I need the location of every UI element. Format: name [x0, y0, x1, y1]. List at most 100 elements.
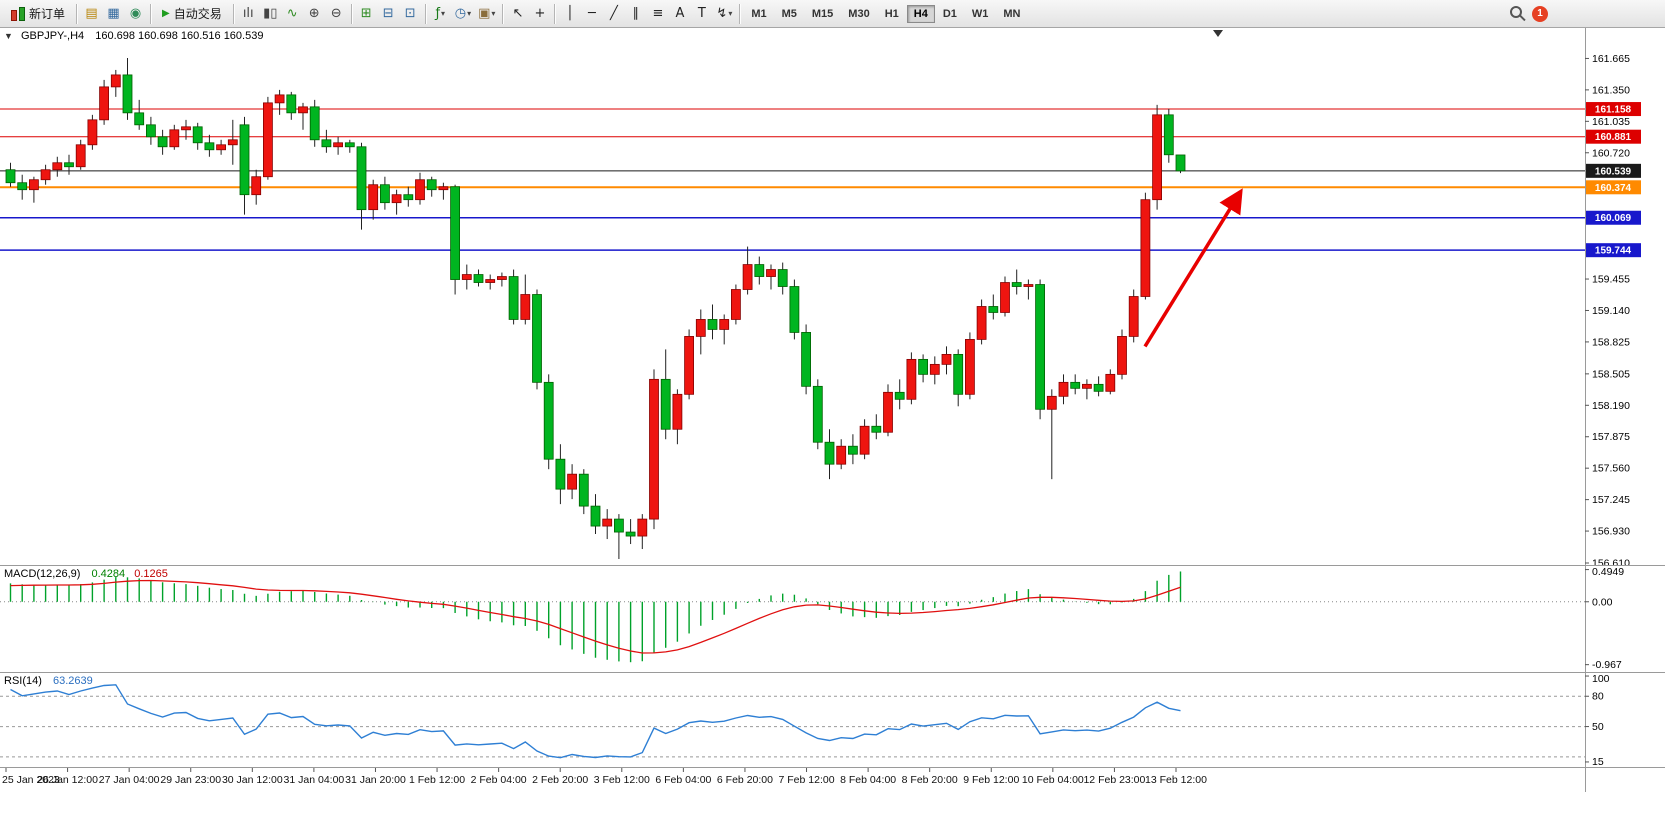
svg-text:50: 50 [1592, 721, 1604, 733]
timeframe-w1-button[interactable]: W1 [965, 5, 996, 23]
arrange-group: ⊞ ⊟ ⊡ [356, 3, 421, 25]
chart-ohlc-values: 160.698 160.698 160.516 160.539 [95, 30, 264, 42]
notification-badge[interactable]: 1 [1532, 5, 1548, 22]
bar-chart-icon: ılı [242, 6, 254, 21]
toolbar: 新订单 ▤ ▦ ◉ ▶ 自动交易 ılı ▮▯ ∿ ⊕ ⊖ ⊞ ⊟ ⊡ ƒ ▾ ◷ ▾ ▣ ▾ ↖ + │… [0, 0, 1665, 28]
svg-text:29 Jan 23:00: 29 Jan 23:00 [160, 774, 221, 786]
main-chart[interactable]: ▼ GBPJPY-,H4 160.698 160.698 160.516 160… [0, 28, 1665, 566]
svg-text:160.069: 160.069 [1595, 213, 1632, 224]
candlestick-plot[interactable]: 161.665 161.350 161.035 160.720 159.455 159.1… [0, 28, 1665, 565]
zoom-in-button[interactable]: ⊕ [304, 3, 325, 25]
channel-icon: ∥ [632, 6, 640, 21]
svg-text:158.505: 158.505 [1592, 368, 1630, 380]
dropdown-caret-icon: ▾ [441, 8, 446, 18]
arrange-windows-button[interactable]: ⊡ [400, 3, 421, 25]
macd-signal-value: 0.1265 [134, 568, 168, 580]
label-icon: T [697, 6, 706, 21]
crosshair-button[interactable]: + [529, 3, 550, 25]
zoom-in-icon: ⊕ [308, 6, 320, 21]
svg-text:26 Jan 12:00: 26 Jan 12:00 [37, 774, 98, 786]
timeframe-mn-button[interactable]: MN [996, 5, 1027, 23]
horizontal-line-button[interactable]: ─ [581, 3, 602, 25]
chart-window: ▼ GBPJPY-,H4 160.698 160.698 160.516 160… [0, 28, 1665, 792]
svg-text:30 Jan 12:00: 30 Jan 12:00 [222, 774, 283, 786]
periods-button[interactable]: ◷ ▾ [452, 3, 474, 25]
candlestick-chart-button[interactable]: ▮▯ [260, 3, 281, 25]
timeframe-m1-button[interactable]: M1 [744, 5, 773, 23]
fibonacci-icon: ≡ [652, 6, 664, 21]
svg-text:31 Jan 04:00: 31 Jan 04:00 [284, 774, 345, 786]
time-scale[interactable]: 25 Jan 2023 26 Jan 12:00 27 Jan 04:00 29 Ja… [0, 768, 1665, 792]
svg-text:25 Jan 2023: 25 Jan 2023 [2, 774, 60, 786]
svg-text:159.744: 159.744 [1595, 246, 1632, 257]
autotrading-button[interactable]: ▶ 自动交易 [155, 2, 229, 25]
new-order-button[interactable]: 新订单 [4, 2, 72, 25]
dropdown-caret-icon: ▾ [467, 8, 472, 18]
cascade-windows-button[interactable]: ⊟ [378, 3, 399, 25]
svg-text:159.140: 159.140 [1592, 305, 1630, 317]
zoom-out-button[interactable]: ⊖ [326, 3, 347, 25]
rsi-plot[interactable]: 100 80 50 15 [0, 673, 1665, 767]
templates-button[interactable]: ▣ ▾ [475, 3, 498, 25]
trendline-button[interactable]: ╱ [603, 3, 624, 25]
window-toggles-group: ▤ ▦ ◉ [81, 3, 146, 25]
data-window-button[interactable]: ▦ [103, 3, 124, 25]
svg-text:156.930: 156.930 [1592, 526, 1630, 538]
new-order-icon [11, 6, 25, 21]
svg-text:0.00: 0.00 [1592, 596, 1613, 608]
market-watch-icon: ▤ [85, 6, 98, 21]
macd-panel[interactable]: MACD(12,26,9) 0.4284 0.1265 0.4949 0.00 -0… [0, 566, 1665, 673]
timeframe-m30-button[interactable]: M30 [841, 5, 876, 23]
timeframe-m5-button[interactable]: M5 [775, 5, 804, 23]
one-click-trading-icon[interactable]: ▼ [4, 31, 13, 41]
price-scale[interactable] [1585, 28, 1665, 765]
fibonacci-button[interactable]: ≡ [647, 3, 668, 25]
timeframe-h4-button[interactable]: H4 [906, 4, 935, 23]
tile-windows-button[interactable]: ⊞ [356, 3, 377, 25]
new-order-label: 新订单 [29, 7, 66, 21]
line-chart-button[interactable]: ∿ [282, 3, 303, 25]
svg-text:10 Feb 04:00: 10 Feb 04:00 [1022, 774, 1084, 786]
navigator-button[interactable]: ◉ [125, 3, 146, 25]
cursor-button[interactable]: ↖ [507, 3, 528, 25]
svg-text:-0.967: -0.967 [1592, 659, 1622, 671]
timeframe-d1-button[interactable]: D1 [936, 5, 964, 23]
rsi-panel[interactable]: RSI(14) 63.2639 100 80 50 15 [0, 673, 1665, 768]
toolbar-separator [502, 3, 504, 24]
arrows-button[interactable]: ↯ ▾ [713, 3, 735, 25]
text-button[interactable]: A [669, 3, 690, 25]
rsi-value: 63.2639 [52, 675, 93, 687]
add-indicator-button[interactable]: ƒ ▾ [430, 3, 451, 25]
svg-text:8 Feb 20:00: 8 Feb 20:00 [902, 774, 958, 786]
svg-text:157.560: 157.560 [1592, 463, 1630, 475]
timeframe-m15-button[interactable]: M15 [805, 5, 840, 23]
bar-chart-button[interactable]: ılı [238, 3, 259, 25]
svg-text:158.190: 158.190 [1592, 400, 1630, 412]
svg-text:8 Feb 04:00: 8 Feb 04:00 [840, 774, 896, 786]
macd-label: MACD(12,26,9) [4, 568, 81, 580]
search-icon[interactable] [1510, 6, 1525, 21]
arrange-windows-icon: ⊡ [404, 6, 416, 21]
trendline-icon: ╱ [609, 6, 618, 21]
add-indicator-icon: ƒ [435, 6, 441, 21]
svg-text:31 Jan 20:00: 31 Jan 20:00 [345, 774, 406, 786]
svg-text:13 Feb 12:00: 13 Feb 12:00 [1145, 774, 1207, 786]
macd-plot[interactable]: 0.4949 0.00 -0.967 [0, 566, 1665, 672]
label-button[interactable]: T [691, 3, 712, 25]
market-watch-button[interactable]: ▤ [81, 3, 102, 25]
toolbar-separator [350, 3, 352, 24]
toolbar-separator [232, 3, 234, 24]
channel-button[interactable]: ∥ [625, 3, 646, 25]
svg-text:160.720: 160.720 [1592, 147, 1630, 159]
svg-text:80: 80 [1592, 691, 1604, 703]
chart-type-group: ılı ▮▯ ∿ [238, 3, 303, 25]
macd-info: MACD(12,26,9) 0.4284 0.1265 [4, 568, 168, 580]
svg-text:160.881: 160.881 [1595, 132, 1632, 143]
toolbar-separator [76, 3, 78, 24]
svg-text:12 Feb 23:00: 12 Feb 23:00 [1083, 774, 1145, 786]
svg-text:9 Feb 12:00: 9 Feb 12:00 [963, 774, 1019, 786]
vertical-line-button[interactable]: │ [559, 3, 580, 25]
timeframe-h1-button[interactable]: H1 [878, 5, 906, 23]
arrows-icon: ↯ [716, 6, 728, 21]
